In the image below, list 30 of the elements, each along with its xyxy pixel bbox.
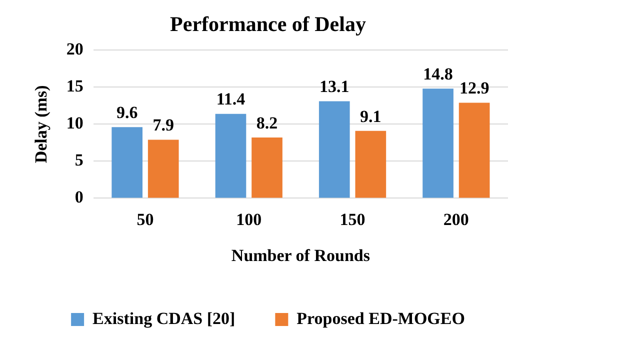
x-tick-label: 50 (136, 210, 154, 229)
bar (148, 140, 179, 198)
data-label: 14.8 (423, 64, 453, 84)
data-label: 7.9 (152, 116, 174, 135)
y-tick-label: 10 (66, 114, 84, 133)
y-tick-label: 5 (74, 150, 84, 170)
bar (355, 130, 386, 198)
bar (215, 114, 246, 198)
y-tick-label: 20 (66, 40, 84, 59)
y-tick-label: 0 (74, 188, 84, 207)
y-tick-label: 15 (66, 76, 84, 96)
data-label: 13.1 (320, 77, 350, 96)
bar (458, 102, 490, 198)
data-label: 8.2 (256, 113, 278, 132)
bar (318, 101, 350, 198)
legend-label: Existing CDAS [20] (92, 308, 236, 328)
bar (112, 127, 143, 198)
x-tick-label: 200 (443, 210, 469, 229)
x-tick-label: 150 (340, 210, 366, 229)
legend-label: Proposed ED-MOGEO (296, 308, 465, 328)
data-label: 12.9 (459, 78, 490, 98)
y-axis-title: Delay (ms) (32, 85, 51, 164)
x-axis-title: Number of Rounds (231, 246, 370, 266)
chart-title: Performance of Delay (170, 12, 366, 36)
data-label: 9.1 (360, 106, 382, 126)
bar (422, 88, 454, 198)
data-label: 9.6 (116, 103, 138, 122)
x-tick-label: 100 (236, 210, 262, 229)
data-label: 11.4 (216, 90, 246, 109)
bar (252, 138, 282, 198)
